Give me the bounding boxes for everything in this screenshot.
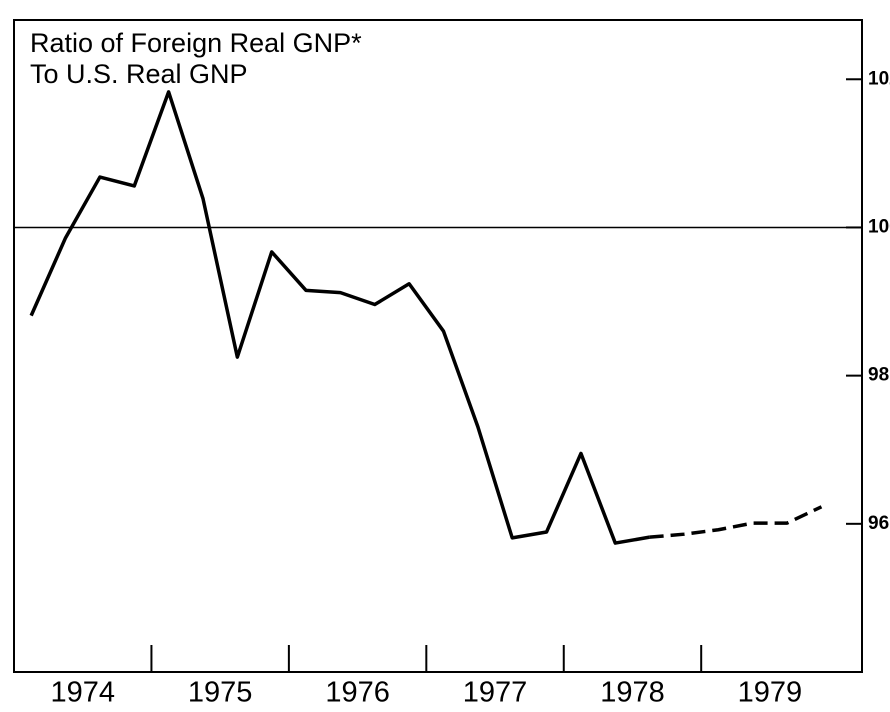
data-line: [649, 505, 823, 539]
x-tick-label: 1976: [325, 677, 390, 709]
x-tick-label: 1975: [188, 677, 253, 709]
x-tick-label: 1978: [600, 677, 665, 709]
y-tick-label: 96: [868, 513, 889, 534]
plot-frame: [13, 19, 863, 673]
x-tick-label: 1979: [738, 677, 803, 709]
chart-title: Ratio of Foreign Real GNP*: [30, 28, 362, 58]
y-tick-label: 102: [868, 68, 890, 89]
y-tick-label: 100: [868, 216, 890, 237]
x-tick-label: 1974: [50, 677, 115, 709]
chart-title: To U.S. Real GNP: [30, 59, 248, 89]
data-line: [29, 90, 650, 545]
y-tick-label: 98: [868, 365, 889, 386]
x-tick-label: 1977: [463, 677, 528, 709]
